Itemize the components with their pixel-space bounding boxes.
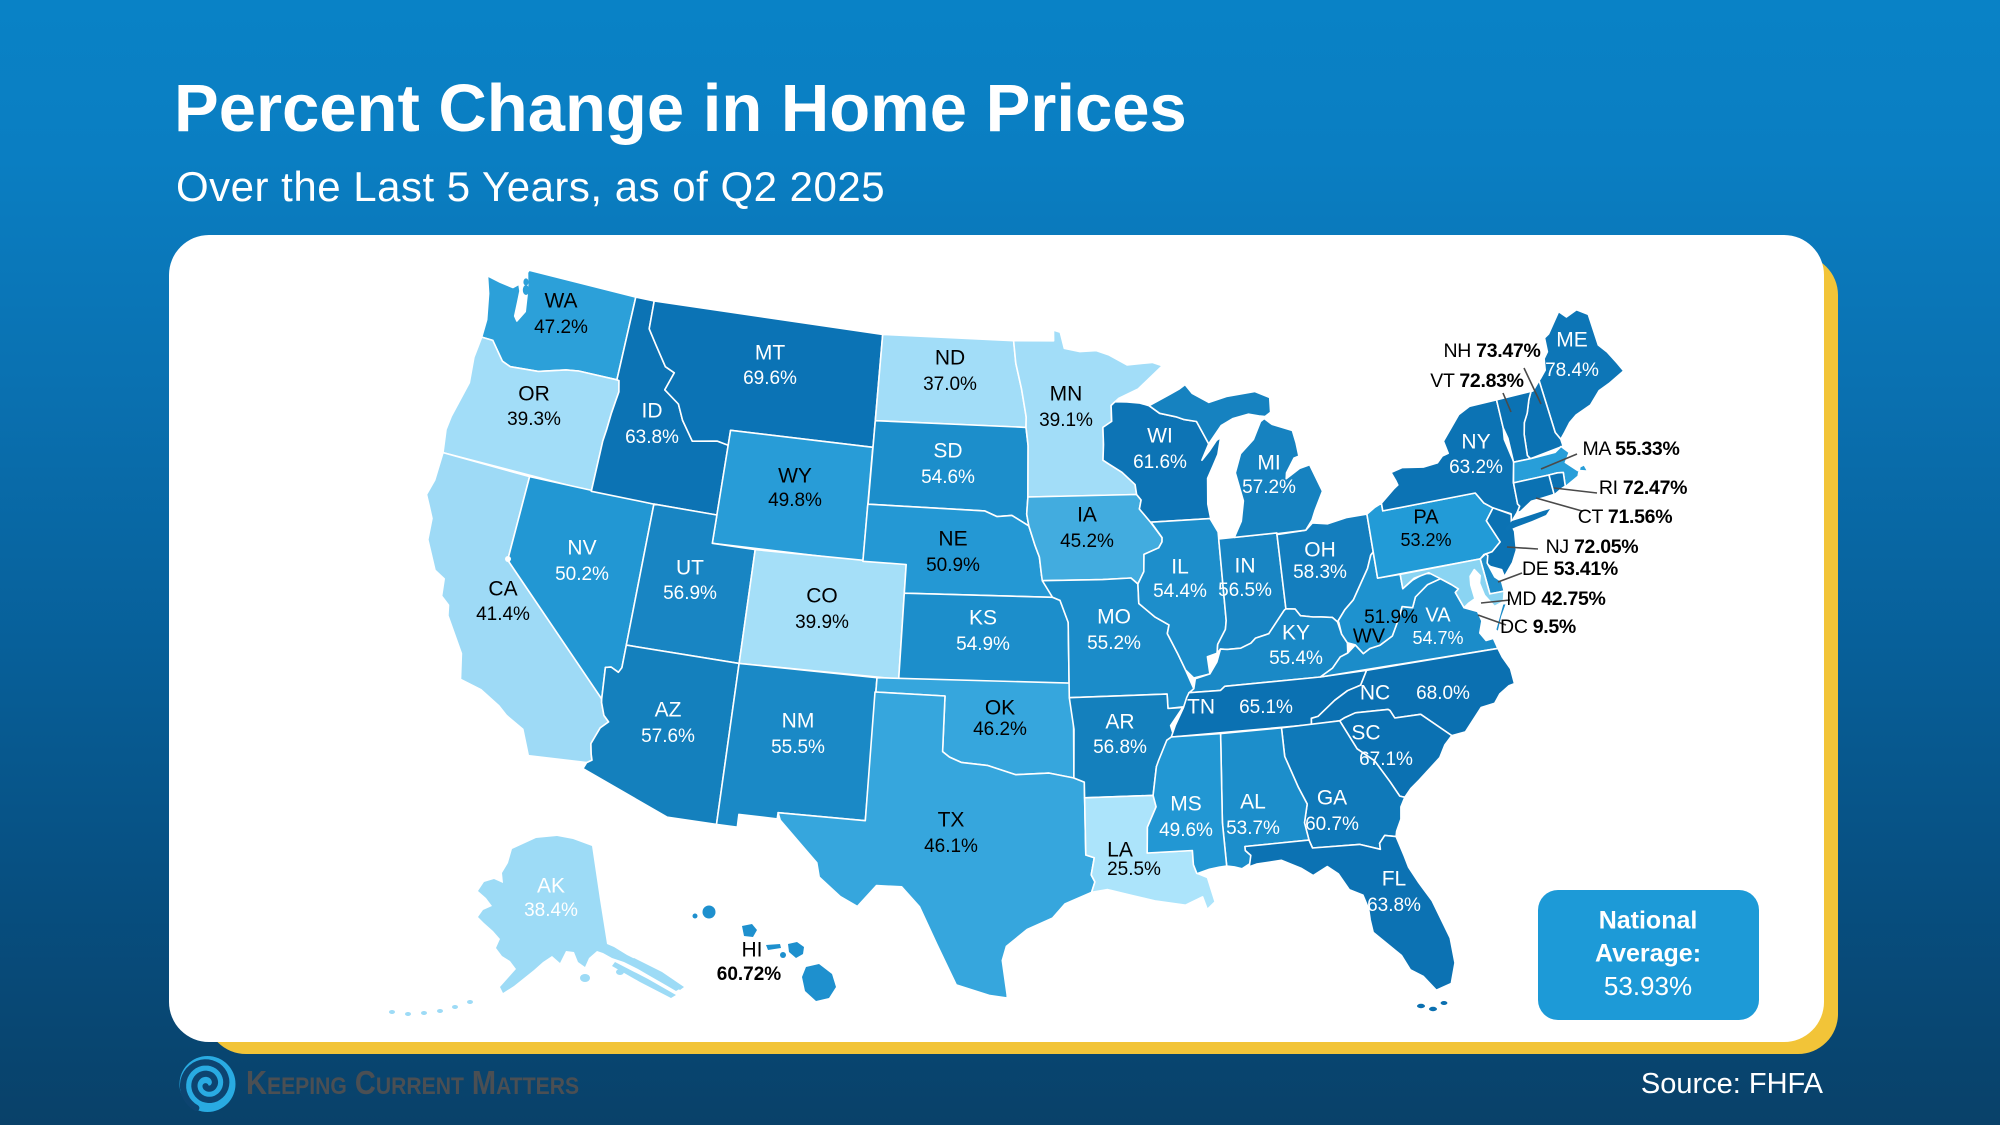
svg-text:AZ: AZ xyxy=(655,699,682,722)
svg-text:IN: IN xyxy=(1235,555,1256,578)
svg-text:TX: TX xyxy=(938,809,965,832)
svg-text:ME: ME xyxy=(1556,329,1588,352)
svg-text:HI: HI xyxy=(742,939,763,962)
svg-text:NC: NC xyxy=(1360,682,1390,705)
svg-text:63.2%: 63.2% xyxy=(1449,457,1503,478)
svg-text:GA: GA xyxy=(1317,787,1347,810)
svg-text:NJ 72.05%: NJ 72.05% xyxy=(1546,536,1639,558)
svg-text:IL: IL xyxy=(1171,556,1189,579)
svg-text:56.9%: 56.9% xyxy=(663,583,717,604)
svg-text:PA: PA xyxy=(1413,506,1439,528)
svg-text:37.0%: 37.0% xyxy=(923,374,977,395)
svg-text:OH: OH xyxy=(1304,539,1336,562)
svg-text:WA: WA xyxy=(544,290,577,313)
svg-text:60.72%: 60.72% xyxy=(717,964,782,985)
svg-text:50.2%: 50.2% xyxy=(555,564,609,585)
svg-text:KS: KS xyxy=(969,607,997,630)
svg-text:OR: OR xyxy=(518,383,550,406)
svg-text:46.2%: 46.2% xyxy=(973,719,1027,740)
svg-text:53.93%: 53.93% xyxy=(1604,971,1692,1001)
svg-text:68.0%: 68.0% xyxy=(1416,683,1470,704)
svg-text:FL: FL xyxy=(1382,868,1407,891)
svg-text:60.7%: 60.7% xyxy=(1305,814,1359,835)
svg-text:54.7%: 54.7% xyxy=(1412,628,1463,648)
svg-text:53.2%: 53.2% xyxy=(1400,530,1451,550)
svg-text:VT 72.83%: VT 72.83% xyxy=(1430,370,1523,392)
svg-text:25.5%: 25.5% xyxy=(1107,859,1161,880)
svg-text:63.8%: 63.8% xyxy=(1367,895,1421,916)
svg-text:63.8%: 63.8% xyxy=(625,427,679,448)
svg-text:RI 72.47%: RI 72.47% xyxy=(1599,477,1687,499)
svg-text:VA: VA xyxy=(1425,604,1451,626)
svg-text:MO: MO xyxy=(1097,606,1131,629)
svg-text:NE: NE xyxy=(938,528,967,551)
svg-text:57.2%: 57.2% xyxy=(1242,477,1296,498)
svg-text:49.6%: 49.6% xyxy=(1159,820,1213,841)
svg-text:MT: MT xyxy=(755,342,785,365)
svg-text:NV: NV xyxy=(567,537,596,560)
svg-text:CO: CO xyxy=(806,585,838,608)
svg-text:67.1%: 67.1% xyxy=(1359,749,1413,770)
svg-text:DE 53.41%: DE 53.41% xyxy=(1522,558,1618,580)
svg-text:41.4%: 41.4% xyxy=(476,604,530,625)
svg-text:OK: OK xyxy=(985,697,1015,720)
svg-text:WV: WV xyxy=(1353,625,1386,647)
svg-text:CT 71.56%: CT 71.56% xyxy=(1578,506,1673,528)
svg-text:65.1%: 65.1% xyxy=(1239,697,1293,718)
svg-text:WY: WY xyxy=(778,465,812,488)
svg-text:National: National xyxy=(1599,907,1698,935)
svg-text:54.6%: 54.6% xyxy=(921,467,975,488)
svg-text:50.9%: 50.9% xyxy=(926,555,980,576)
svg-text:MN: MN xyxy=(1050,383,1083,406)
svg-text:78.4%: 78.4% xyxy=(1545,360,1599,381)
svg-text:MI: MI xyxy=(1257,452,1280,475)
svg-text:AK: AK xyxy=(537,875,565,898)
svg-text:WI: WI xyxy=(1147,425,1173,448)
svg-text:IA: IA xyxy=(1077,504,1097,527)
svg-text:TN: TN xyxy=(1187,696,1215,719)
svg-text:UT: UT xyxy=(676,557,704,580)
svg-text:NY: NY xyxy=(1461,431,1490,454)
svg-text:38.4%: 38.4% xyxy=(524,900,578,921)
svg-text:55.5%: 55.5% xyxy=(771,737,825,758)
svg-text:69.6%: 69.6% xyxy=(743,368,797,389)
svg-text:Average:: Average: xyxy=(1595,940,1701,968)
svg-text:57.6%: 57.6% xyxy=(641,726,695,747)
svg-text:39.3%: 39.3% xyxy=(507,409,561,430)
svg-text:KY: KY xyxy=(1282,622,1310,645)
svg-text:SD: SD xyxy=(933,440,962,463)
svg-text:NM: NM xyxy=(782,710,815,733)
svg-text:39.9%: 39.9% xyxy=(795,612,849,633)
svg-text:ND: ND xyxy=(935,347,965,370)
svg-text:53.7%: 53.7% xyxy=(1226,818,1280,839)
svg-text:SC: SC xyxy=(1351,722,1380,745)
svg-text:56.5%: 56.5% xyxy=(1218,580,1272,601)
svg-text:55.2%: 55.2% xyxy=(1087,633,1141,654)
svg-text:MS: MS xyxy=(1170,793,1202,816)
svg-text:CA: CA xyxy=(488,578,517,601)
svg-text:AL: AL xyxy=(1240,791,1266,814)
svg-text:49.8%: 49.8% xyxy=(768,490,822,511)
svg-text:54.9%: 54.9% xyxy=(956,634,1010,655)
svg-text:56.8%: 56.8% xyxy=(1093,737,1147,758)
svg-text:MA 55.33%: MA 55.33% xyxy=(1582,438,1679,460)
svg-text:DC 9.5%: DC 9.5% xyxy=(1500,616,1576,638)
svg-text:46.1%: 46.1% xyxy=(924,836,978,857)
svg-text:55.4%: 55.4% xyxy=(1269,648,1323,669)
svg-text:47.2%: 47.2% xyxy=(534,317,588,338)
svg-text:MD 42.75%: MD 42.75% xyxy=(1506,588,1605,610)
svg-text:LA: LA xyxy=(1107,839,1133,862)
svg-text:54.4%: 54.4% xyxy=(1153,581,1207,602)
svg-text:45.2%: 45.2% xyxy=(1060,531,1114,552)
svg-text:ID: ID xyxy=(642,400,663,423)
svg-text:58.3%: 58.3% xyxy=(1293,562,1347,583)
svg-text:61.6%: 61.6% xyxy=(1133,452,1187,473)
svg-text:NH 73.47%: NH 73.47% xyxy=(1443,340,1540,362)
svg-text:39.1%: 39.1% xyxy=(1039,410,1093,431)
svg-text:AR: AR xyxy=(1105,711,1134,734)
svg-text:51.9%: 51.9% xyxy=(1364,607,1418,628)
